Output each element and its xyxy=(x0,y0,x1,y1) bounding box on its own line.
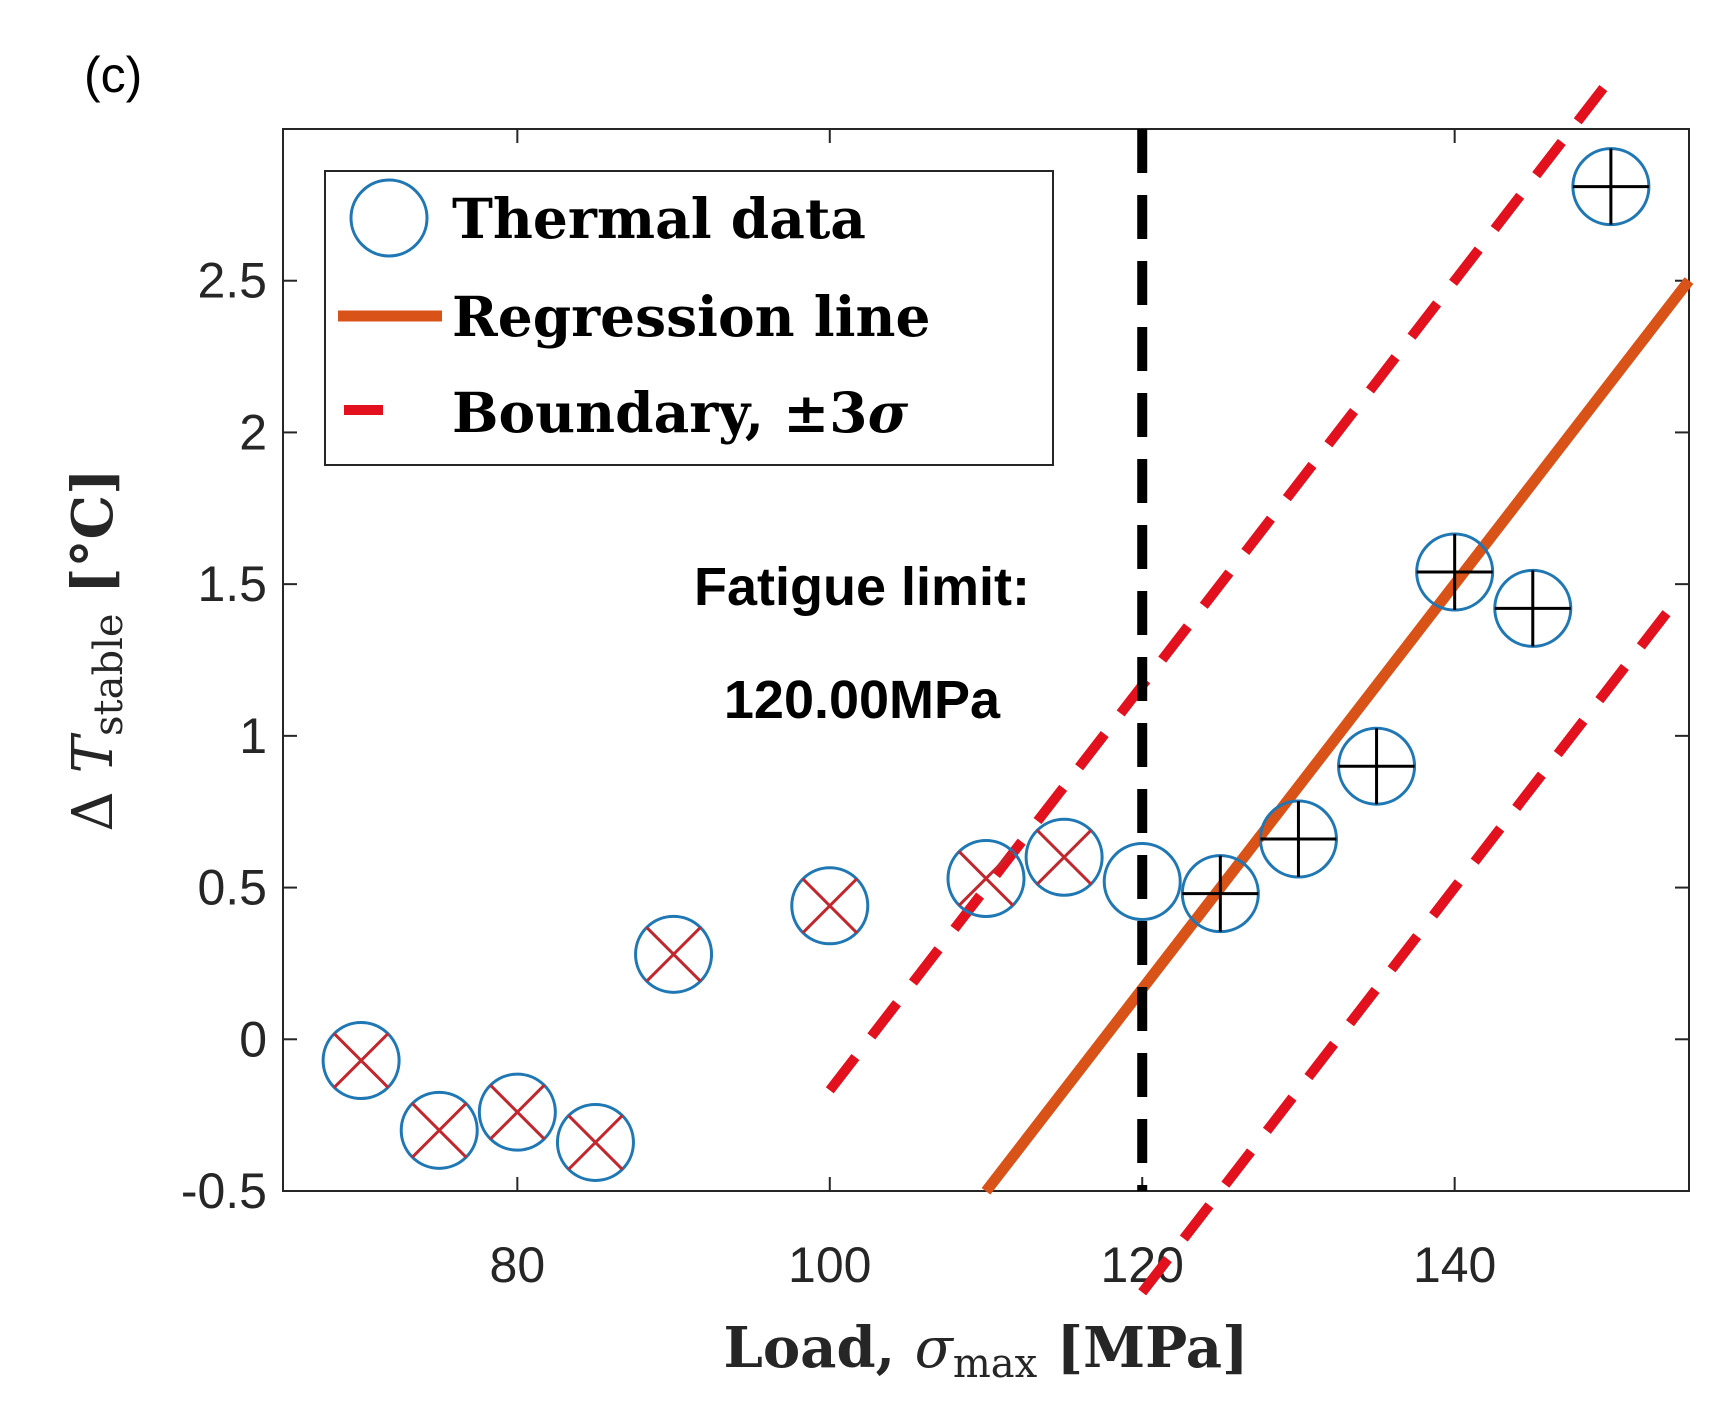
y-tick-label: -0.5 xyxy=(181,1163,267,1219)
thermal-data-points xyxy=(321,147,1651,1182)
cross-mark xyxy=(1036,829,1093,886)
x-label-subscript: max xyxy=(953,1341,1038,1387)
y-tick-label: 1.5 xyxy=(197,556,267,612)
boundary-upper-line xyxy=(825,75,1615,1094)
regression-line xyxy=(981,277,1694,1195)
y-label-symbol: T xyxy=(61,732,126,773)
boundary-lower-line xyxy=(1138,591,1686,1296)
data-point-circle xyxy=(790,866,870,946)
annotation-line-1: Fatigue limit: xyxy=(694,557,1030,617)
regression-line-path xyxy=(981,277,1694,1195)
data-point xyxy=(790,866,870,946)
y-tick-label: 2 xyxy=(239,404,267,460)
data-point xyxy=(1415,532,1495,612)
y-axis-label: Δ Tstable [°C] xyxy=(60,468,132,831)
boundary-lines xyxy=(825,75,1686,1296)
x-tick-label: 80 xyxy=(490,1237,546,1293)
cross-mark xyxy=(801,877,858,934)
data-point xyxy=(1180,854,1260,934)
data-point-circle xyxy=(946,838,1026,918)
legend-boundary-sigma: σ xyxy=(868,380,909,445)
data-point-circle xyxy=(321,1021,401,1101)
cross-mark xyxy=(957,850,1015,907)
x-tick-label: 120 xyxy=(1101,1237,1184,1293)
legend-label-regression: Regression line xyxy=(452,284,931,349)
y-tick-label: 2.5 xyxy=(197,253,267,309)
legend-box xyxy=(324,170,1054,466)
data-point xyxy=(1258,799,1338,879)
data-point xyxy=(1337,726,1417,806)
data-point-circle xyxy=(399,1090,479,1170)
legend-label-thermal: Thermal data xyxy=(452,186,866,251)
x-label-unit: [MPa] xyxy=(1037,1315,1248,1381)
y-label-main: Δ xyxy=(61,773,126,831)
cross-mark xyxy=(567,1114,624,1171)
data-point-circle xyxy=(1102,842,1182,922)
data-point xyxy=(321,1021,401,1101)
annotation-line-2: 120.00MPa xyxy=(724,670,1001,730)
data-point xyxy=(1024,817,1104,897)
data-point xyxy=(1493,568,1573,648)
data-point xyxy=(946,838,1026,918)
panel-label: (c) xyxy=(84,47,142,103)
cross-mark xyxy=(333,1032,390,1089)
x-label-main: Load, xyxy=(723,1315,914,1381)
data-point xyxy=(634,914,714,994)
data-point xyxy=(555,1102,635,1182)
data-point xyxy=(1571,147,1651,227)
data-point-circle xyxy=(1024,817,1104,897)
cross-mark xyxy=(645,926,702,983)
legend-label-boundary: Boundary, ±3σ xyxy=(452,380,909,445)
x-axis-label: Load, σmax [MPa] xyxy=(723,1315,1248,1387)
legend-boundary-text: Boundary, ±3 xyxy=(452,380,868,445)
legend-thermal-marker xyxy=(349,178,429,258)
x-tick-label: 100 xyxy=(788,1237,871,1293)
data-point xyxy=(399,1090,479,1170)
data-point-circle xyxy=(634,914,714,994)
legend: Thermal data Regression line Boundary, ±… xyxy=(324,170,1054,466)
x-tick-label: 140 xyxy=(1413,1237,1496,1293)
y-label-subscript: stable xyxy=(86,613,132,736)
y-tick-label: 1 xyxy=(239,708,267,764)
x-label-symbol: σ xyxy=(915,1316,955,1381)
data-point-circle xyxy=(555,1102,635,1182)
y-tick-label: 0 xyxy=(239,1011,267,1067)
data-point xyxy=(477,1072,557,1152)
x-axis-ticks: 80 100 120 140 xyxy=(490,129,1496,1293)
y-label-unit: [°C] xyxy=(60,468,126,613)
y-tick-label: 0.5 xyxy=(197,860,267,916)
data-point xyxy=(1102,842,1182,922)
cross-mark xyxy=(489,1084,546,1141)
cross-mark xyxy=(411,1102,468,1159)
data-point-circle xyxy=(477,1072,557,1152)
y-axis-ticks: -0.5 0 0.5 1 1.5 2 2.5 xyxy=(181,253,1689,1219)
